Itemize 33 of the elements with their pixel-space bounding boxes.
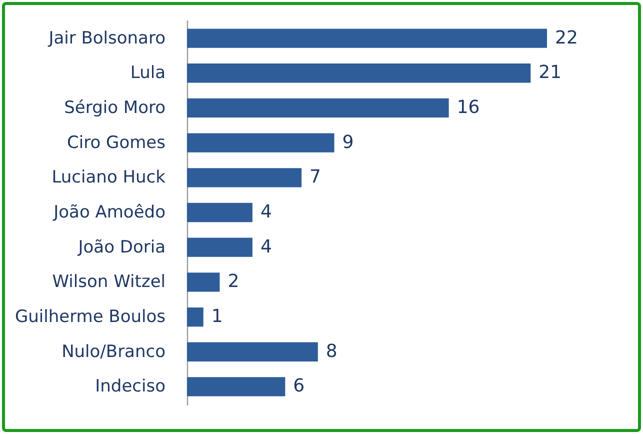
y-tick-label: Ciro Gomes [67, 132, 166, 153]
bar [187, 28, 547, 48]
bar [187, 238, 252, 257]
data-label: 2 [228, 271, 240, 292]
y-tick-label: Wilson Witzel [52, 272, 166, 292]
data-label: 9 [342, 132, 354, 153]
data-label: 8 [326, 340, 338, 362]
bar [187, 202, 252, 222]
bar [187, 342, 318, 362]
y-tick-label: Indeciso [95, 376, 166, 397]
bar [187, 133, 334, 152]
bar [187, 98, 449, 118]
data-label: 7 [310, 166, 321, 188]
data-label: 4 [260, 236, 272, 258]
data-label: 1 [211, 306, 223, 328]
bar [187, 64, 531, 83]
data-label: 22 [555, 27, 578, 48]
y-tick-label: Lula [130, 63, 166, 84]
data-label: 6 [293, 376, 305, 397]
y-tick-label: Sérgio Moro [64, 98, 166, 118]
data-label: 4 [260, 202, 272, 222]
y-tick-label: Jair Bolsonaro [48, 28, 166, 48]
y-tick-label: Guilherme Boulos [14, 307, 166, 328]
data-label: 21 [538, 62, 562, 84]
bar [187, 377, 286, 396]
bar [187, 307, 204, 327]
y-tick-label: João Amoêdo [52, 202, 166, 222]
data-label: 16 [456, 96, 480, 118]
bar [187, 272, 220, 292]
y-tick-label: Luciano Huck [52, 168, 166, 188]
bar [187, 168, 302, 188]
y-tick-label: João Doria [77, 237, 166, 258]
y-tick-label: Nulo/Branco [62, 342, 166, 362]
